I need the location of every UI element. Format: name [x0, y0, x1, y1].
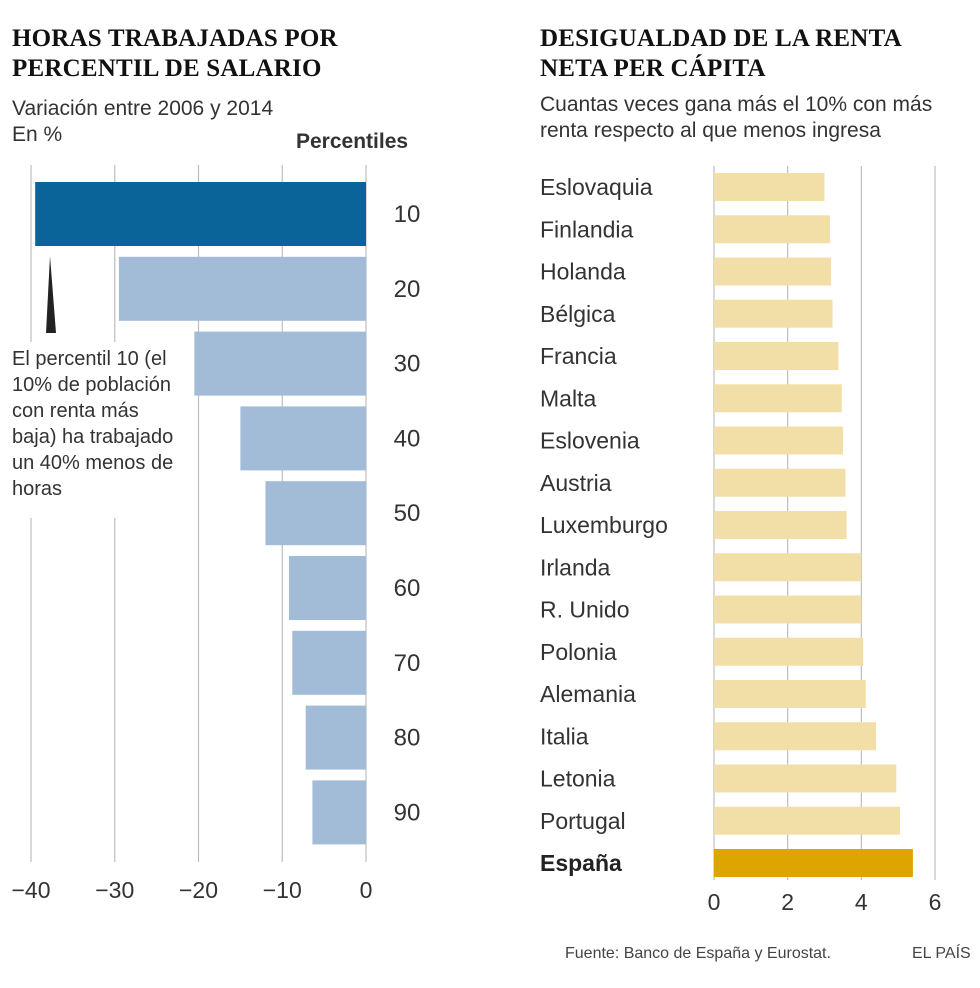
left-bar-70: [292, 630, 366, 695]
left-category-label: 70: [394, 650, 421, 677]
right-bar-espa-a: [714, 849, 913, 877]
right-category-label: Alemania: [540, 681, 636, 707]
right-category-label: Bélgica: [540, 301, 616, 327]
right-category-label: Letonia: [540, 766, 616, 792]
right-chart-subtitle: Cuantas veces gana más el 10% con más re…: [540, 92, 932, 144]
right-chart-bars: [714, 173, 913, 877]
left-tick-label: −30: [95, 877, 134, 903]
left-category-label: 30: [394, 351, 421, 378]
left-category-label: 40: [394, 425, 421, 452]
right-tick-label: 2: [781, 889, 794, 915]
right-title-line2: NETA PER CÁPITA: [540, 55, 766, 82]
right-bar-eslovenia: [714, 426, 843, 455]
percentile-10-annotation: El percentil 10 (el 10% de población con…: [12, 342, 187, 518]
left-category-label: 60: [394, 575, 421, 602]
right-bar-austria: [714, 468, 846, 497]
right-bar-luxemburgo: [714, 511, 847, 539]
source-note: Fuente: Banco de España y Eurostat.: [565, 945, 831, 962]
left-tick-label: −40: [11, 877, 50, 903]
left-bar-90: [312, 780, 366, 845]
right-chart-category-labels: Eslovaquia Finlandia Holanda Bélgica Francia…: [540, 174, 668, 876]
right-category-label: Francia: [540, 343, 617, 369]
right-category-label: España: [540, 850, 622, 876]
annotation-pointer: [46, 256, 56, 333]
left-bar-80: [305, 705, 366, 770]
right-category-label: Eslovenia: [540, 428, 640, 454]
left-chart-bars: [35, 182, 366, 845]
right-category-label: Finlandia: [540, 216, 634, 242]
right-category-label: R. Unido: [540, 597, 629, 623]
left-chart-tick-labels: −40 −30 −20 −10 0: [11, 877, 372, 903]
left-bar-10: [35, 182, 366, 246]
left-bar-60: [288, 556, 366, 620]
right-category-label: Italia: [540, 723, 589, 749]
left-chart-category-labels: 10 20 30 40 50 60 70 80 90: [394, 201, 421, 826]
right-bar-portugal: [714, 806, 901, 835]
left-bar-30: [194, 331, 366, 396]
right-bar-finlandia: [714, 215, 831, 244]
right-title-line1: DESIGUALDAD DE LA RENTA: [540, 25, 902, 52]
right-category-label: Polonia: [540, 639, 617, 665]
left-category-label: 80: [394, 725, 421, 752]
right-tick-label: 4: [855, 889, 868, 915]
right-tick-label: 6: [929, 889, 942, 915]
right-bar-alemania: [714, 680, 866, 708]
left-chart-subtitle: Variación entre 2006 y 2014 En %: [12, 96, 273, 148]
left-bar-20: [118, 256, 366, 321]
right-chart-title: DESIGUALDAD DE LA RENTA NETA PER CÁPITA: [540, 24, 902, 84]
left-category-label: 20: [394, 276, 421, 303]
right-bar-malta: [714, 384, 842, 413]
right-bar-irlanda: [714, 553, 862, 582]
left-subtitle-line1: Variación entre 2006 y 2014: [12, 97, 274, 120]
left-tick-label: −10: [263, 877, 302, 903]
right-chart-tick-labels: 0 2 4 6: [708, 889, 942, 915]
left-bar-40: [240, 406, 366, 471]
left-category-label: 90: [394, 799, 421, 826]
right-category-label: Portugal: [540, 808, 626, 834]
right-category-label: Austria: [540, 470, 612, 496]
right-category-label: Luxemburgo: [540, 512, 668, 538]
left-category-label: 50: [394, 500, 421, 527]
right-subtitle-line1: Cuantas veces gana más el 10% con más: [540, 93, 933, 116]
right-bar-r-unido: [714, 595, 862, 624]
right-bar-francia: [714, 342, 839, 370]
right-bar-holanda: [714, 257, 832, 286]
left-tick-label: −20: [179, 877, 218, 903]
left-category-label: 10: [394, 201, 421, 228]
right-category-label: Eslovaquia: [540, 174, 653, 200]
left-bar-50: [265, 481, 366, 546]
left-title-line2: PERCENTIL DE SALARIO: [12, 55, 322, 82]
left-chart-title: HORAS TRABAJADAS POR PERCENTIL DE SALARI…: [12, 24, 338, 84]
percentiles-header: Percentiles: [296, 130, 409, 153]
right-bar-eslovaquia: [714, 173, 825, 201]
left-subtitle-line2: En %: [12, 123, 63, 146]
left-tick-label: 0: [360, 877, 373, 903]
right-subtitle-line2: renta respecto al que menos ingresa: [540, 119, 881, 142]
right-category-label: Malta: [540, 385, 596, 411]
right-category-label: Holanda: [540, 259, 626, 285]
right-bar-b-lgica: [714, 299, 833, 328]
right-bar-polonia: [714, 637, 864, 666]
right-bar-letonia: [714, 764, 897, 793]
right-bar-italia: [714, 722, 877, 751]
brand-label: EL PAÍS: [912, 945, 971, 962]
right-tick-label: 0: [708, 889, 721, 915]
right-category-label: Irlanda: [540, 554, 611, 580]
left-title-line1: HORAS TRABAJADAS POR: [12, 25, 338, 52]
